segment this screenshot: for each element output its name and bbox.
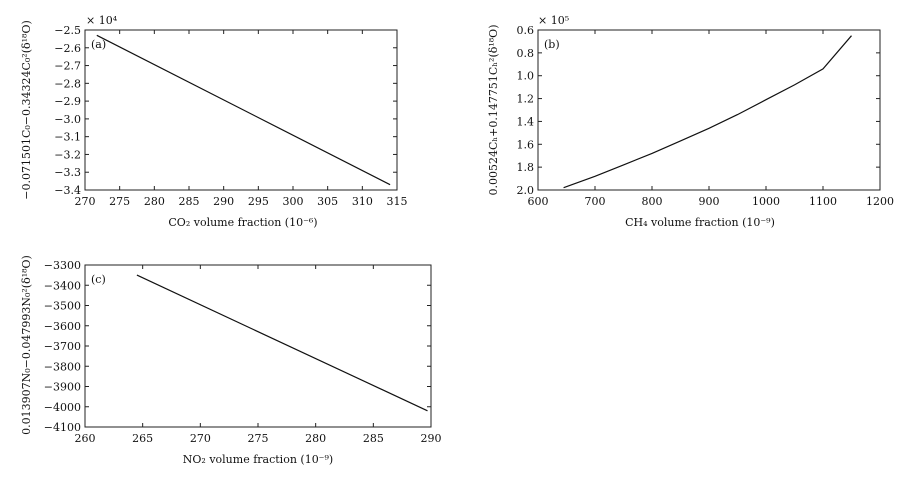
- y-tick-label: −3500: [44, 300, 81, 313]
- y-tick-label: 1.4: [517, 115, 535, 128]
- x-axis-label: CO₂ volume fraction (10⁻⁶): [168, 216, 317, 229]
- y-tick-label: −3.2: [54, 148, 81, 161]
- x-tick-label: 285: [179, 195, 200, 208]
- x-tick-label: 270: [190, 432, 211, 445]
- y-tick-label: −2.8: [54, 77, 81, 90]
- x-tick-label: 270: [75, 195, 96, 208]
- series-line: [136, 274, 428, 412]
- plot-frame: [537, 29, 881, 191]
- y-tick-label: −2.6: [54, 42, 81, 55]
- x-tick-label: 265: [132, 432, 153, 445]
- y-axis-label: 0.00524Cₕ+0.147751Cₕ²(δ¹⁸O): [487, 25, 500, 196]
- y-axis-label: −0.071501C₀−0.34324C₀²(δ¹⁸O): [20, 20, 33, 200]
- y-axis-label: 0.013907N₀−0.047993N₀²(δ¹⁸O): [20, 255, 33, 435]
- plot-frame: [84, 29, 398, 191]
- y-tick-label: −3300: [44, 259, 81, 272]
- y-tick-label: −3900: [44, 381, 81, 394]
- y-tick-label: −2.7: [54, 60, 81, 73]
- y-tick-label: 2.0: [517, 184, 535, 197]
- x-tick-label: 600: [528, 195, 549, 208]
- x-tick-label: 800: [642, 195, 663, 208]
- y-axis-multiplier: × 10⁴: [86, 14, 118, 27]
- x-tick-label: 900: [699, 195, 720, 208]
- x-tick-label: 300: [283, 195, 304, 208]
- chart-panel-c: 260 265 270 275 280 285 290 −3300 −3400 −3500 −360…: [20, 255, 442, 466]
- x-tick-label: 1200: [866, 195, 894, 208]
- plot-frame: [84, 264, 432, 428]
- series-line: [563, 35, 852, 189]
- x-tick-label: 1100: [809, 195, 837, 208]
- x-axis-label: NO₂ volume fraction (10⁻⁹): [183, 453, 333, 466]
- y-tick-label: 1.2: [517, 93, 535, 106]
- y-tick-label: −2.9: [54, 95, 81, 108]
- y-tick-label: −4100: [44, 421, 81, 434]
- x-axis-label: CH₄ volume fraction (10⁻⁹): [625, 216, 775, 229]
- y-tick-label: −3600: [44, 320, 81, 333]
- x-tick-label: 290: [213, 195, 234, 208]
- y-tick-label: −3400: [44, 279, 81, 292]
- x-tick-label: 260: [75, 432, 96, 445]
- y-tick-label: 1.6: [517, 138, 535, 151]
- chart-panel-b: 600 700 800 900 1000 1100 1200 0.6 0.8 1.0 1.2 1.4 1…: [487, 14, 894, 229]
- x-tick-label: 315: [387, 195, 408, 208]
- y-tick-label: 0.8: [517, 47, 535, 60]
- y-tick-label: −3.1: [54, 131, 81, 144]
- y-tick-label: −3800: [44, 360, 81, 373]
- x-tick-label: 280: [305, 432, 326, 445]
- chart-panel-a: 270 275 280 285 290 295 300 305 310 315 −2.5 −2.6 −2…: [20, 14, 408, 229]
- y-tick-label: −2.5: [54, 24, 81, 37]
- y-tick-label: 0.6: [517, 24, 535, 37]
- y-tick-label: 1.8: [517, 161, 535, 174]
- y-tick-label: −3.4: [54, 184, 81, 197]
- series-line: [96, 34, 391, 186]
- y-tick-label: 1.0: [517, 70, 535, 83]
- x-tick-label: 310: [352, 195, 373, 208]
- x-tick-label: 295: [248, 195, 269, 208]
- y-tick-label: −4000: [44, 401, 81, 414]
- y-axis-multiplier: × 10⁵: [538, 14, 569, 27]
- x-tick-label: 280: [144, 195, 165, 208]
- y-tick-label: −3.0: [54, 113, 81, 126]
- panel-label: (a): [91, 38, 106, 51]
- x-tick-label: 700: [585, 195, 606, 208]
- x-tick-label: 290: [421, 432, 442, 445]
- panel-label: (c): [91, 273, 106, 286]
- x-tick-label: 275: [248, 432, 269, 445]
- x-tick-label: 275: [109, 195, 130, 208]
- x-tick-label: 285: [363, 432, 384, 445]
- y-tick-label: −3.3: [54, 166, 81, 179]
- y-tick-label: −3700: [44, 340, 81, 353]
- x-tick-label: 1000: [752, 195, 780, 208]
- x-tick-label: 305: [317, 195, 338, 208]
- panel-label: (b): [544, 38, 560, 51]
